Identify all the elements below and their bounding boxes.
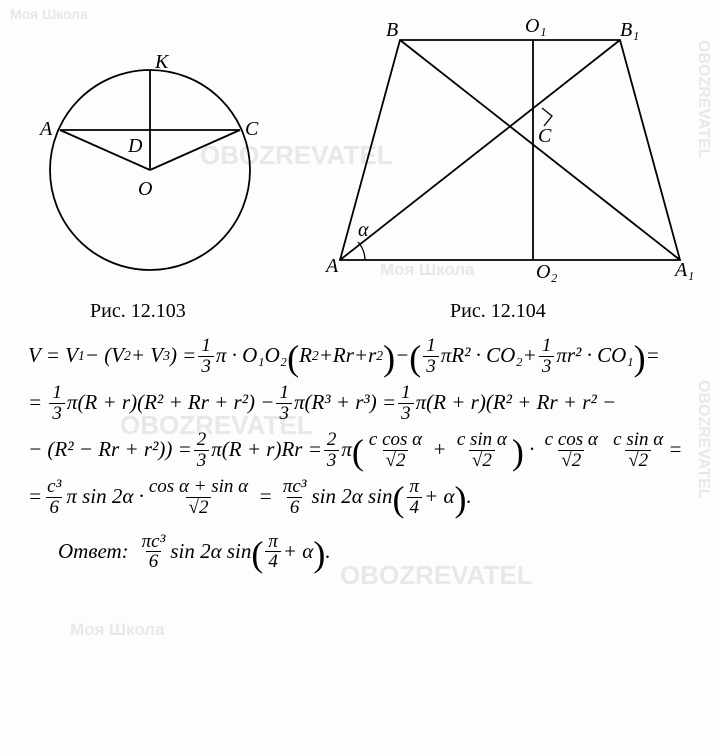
t: π(R + r)Rr =: [211, 430, 322, 470]
eq-line-2: = 13 π(R + r)(R² + Rr + r²) − 13 π(R³ + …: [28, 383, 698, 424]
svg-text:B₁: B₁: [620, 19, 639, 41]
svg-text:O: O: [138, 178, 152, 200]
svg-text:α: α: [358, 219, 369, 241]
t: + α: [424, 477, 454, 517]
t: πr²: [556, 336, 581, 376]
svg-text:A: A: [38, 118, 53, 140]
t: ) =: [170, 336, 196, 376]
svg-text:B: B: [386, 19, 398, 41]
t: π(R + r)(R² + Rr + r²) −: [67, 383, 275, 423]
t: − (R² − Rr + r²)) =: [28, 430, 192, 470]
t: + α: [283, 532, 313, 572]
t: sin 2α sin: [170, 532, 251, 572]
svg-text:D: D: [127, 135, 143, 157]
figure-trapezoid: A A₁ B B₁ O₁ O₂ C α: [320, 10, 700, 300]
t: πR²: [441, 336, 471, 376]
svg-text:C: C: [245, 118, 259, 140]
t: sin 2α sin: [311, 477, 392, 517]
figure-caption-right: Рис. 12.104: [450, 300, 546, 323]
t: + V: [131, 336, 163, 376]
t: π: [216, 336, 227, 376]
svg-text:O₂: O₂: [536, 261, 557, 283]
t: +: [523, 336, 537, 376]
t: π sin 2α ·: [66, 477, 144, 517]
t: π: [341, 430, 352, 470]
t: O₁O₂: [242, 336, 287, 376]
t: π(R³ + r³) =: [294, 383, 396, 423]
figure-circle: A C K D O: [20, 30, 280, 290]
svg-text:K: K: [154, 51, 170, 73]
t: V = V: [28, 336, 78, 376]
svg-text:O₁: O₁: [525, 15, 546, 37]
answer-line: Ответ: πc³6 sin 2α sin ( π4 + α ).: [58, 532, 698, 573]
svg-text:A: A: [324, 255, 339, 277]
svg-text:C: C: [538, 125, 552, 147]
svg-text:A₁: A₁: [673, 259, 694, 281]
page: Моя Школа OBOZREVATEL OBOZREVATEL OBOZRE…: [0, 0, 720, 756]
watermark: Моя Школа: [70, 620, 165, 640]
eq-line-4: = c³6 π sin 2α · cos α + sin α√2 = πc³6 …: [28, 477, 698, 518]
eq-line-1: V = V1 − (V2 + V3 ) = 13 π · O₁O₂ (R2 + …: [28, 336, 698, 377]
t: =: [28, 477, 42, 517]
t: CO₁: [597, 336, 633, 376]
t: CO₂: [486, 336, 522, 376]
t: π(R + r)(R² + Rr + r² −: [416, 383, 617, 423]
t: − (V: [85, 336, 124, 376]
answer-label: Ответ:: [58, 532, 129, 572]
eq-line-3: − (R² − Rr + r²)) = 23 π(R + r)Rr = 23 π…: [28, 430, 698, 471]
figure-caption-left: Рис. 12.103: [90, 300, 186, 323]
equations: V = V1 − (V2 + V3 ) = 13 π · O₁O₂ (R2 + …: [28, 336, 698, 578]
figures-row: A C K D O Рис. 12.103 A A₁ B B₁ O₁: [0, 0, 720, 330]
